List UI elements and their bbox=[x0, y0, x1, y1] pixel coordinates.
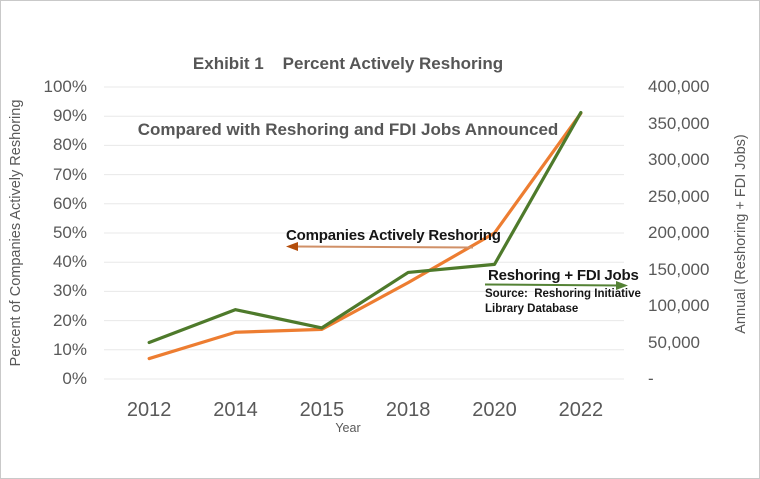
chart-title-line2: Compared with Reshoring and FDI Jobs Ann… bbox=[137, 120, 559, 139]
orange-left-arrow-head-icon bbox=[286, 242, 298, 251]
left-axis-tick-label: 50% bbox=[52, 223, 87, 242]
x-axis-tick-label: 2012 bbox=[126, 399, 172, 421]
left-axis-tick-label: 40% bbox=[52, 252, 87, 272]
right-axis-tick-label: 50,000 bbox=[648, 332, 700, 352]
annotation-reshoring-fdi-jobs: Reshoring + FDI Jobs bbox=[488, 267, 639, 284]
chart-title-line1: Exhibit 1 Percent Actively Reshoring bbox=[192, 54, 504, 73]
left-axis-tick-label: 30% bbox=[52, 281, 87, 301]
x-axis-tick-label: 2015 bbox=[299, 399, 345, 421]
left-axis-tick-label: 20% bbox=[52, 310, 87, 330]
right-axis-tick-label: 300,000 bbox=[648, 150, 710, 169]
left-axis-tick-label: 100% bbox=[43, 77, 87, 96]
left-axis-tick-label: 90% bbox=[52, 106, 87, 126]
x-axis-tick-label: 2014 bbox=[213, 399, 258, 421]
left-axis-tick-label: 70% bbox=[52, 164, 87, 184]
right-axis-tick-label: 200,000 bbox=[648, 223, 710, 242]
left-axis-title: Percent of Companies Actively Reshoring bbox=[8, 99, 24, 367]
left-axis-tick-label: 10% bbox=[52, 339, 87, 359]
chart-title: Exhibit 1 Percent Actively Reshoring Com… bbox=[1, 9, 695, 185]
x-axis-tick-label: 2020 bbox=[472, 399, 517, 421]
left-axis-tick-label: 80% bbox=[52, 135, 87, 155]
x-axis-tick-label: 2018 bbox=[385, 399, 431, 421]
x-axis-title: Year bbox=[335, 421, 361, 435]
left-axis-tick-label: 0% bbox=[62, 369, 87, 388]
orange-left-arrow-shaft bbox=[294, 245, 474, 249]
right-axis-tick-label: - bbox=[648, 369, 654, 388]
green-right-arrow-shaft bbox=[484, 283, 620, 287]
x-axis-tick-label: 2022 bbox=[558, 399, 604, 421]
right-axis-tick-label: 150,000 bbox=[648, 259, 710, 279]
left-axis-tick-label: 60% bbox=[52, 193, 87, 213]
right-axis-title: Annual (Reshoring + FDI Jobs) bbox=[733, 134, 749, 334]
right-axis-tick-label: 250,000 bbox=[648, 186, 710, 206]
right-axis-tick-label: 400,000 bbox=[648, 77, 710, 96]
annotation-companies-actively-reshoring: Companies Actively Reshoring bbox=[286, 227, 501, 244]
right-axis-tick-label: 100,000 bbox=[648, 296, 710, 315]
series-line-left bbox=[147, 111, 583, 361]
source-note-line2: Library Database bbox=[485, 303, 579, 315]
right-axis-tick-label: 350,000 bbox=[648, 113, 710, 133]
series-line-right bbox=[147, 110, 583, 345]
source-note-line1: Source: Reshoring Initiative bbox=[485, 288, 641, 300]
green-right-arrow-head-icon bbox=[616, 281, 628, 290]
